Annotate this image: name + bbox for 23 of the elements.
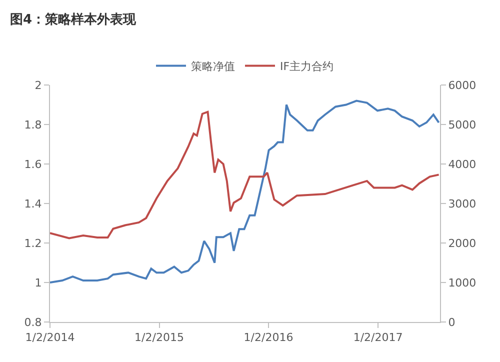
y2-tick-label: 3000 bbox=[448, 197, 476, 210]
y2-tick-label: 1000 bbox=[448, 276, 476, 290]
legend-label: 策略净值 bbox=[191, 60, 235, 74]
y2-tick-label: 6000 bbox=[448, 78, 476, 92]
y-tick-label: 1.8 bbox=[24, 118, 42, 132]
y2-tick-label: 2000 bbox=[448, 236, 476, 250]
x-tick-label: 1/2/2017 bbox=[353, 331, 403, 344]
y2-tick-label: 5000 bbox=[448, 118, 476, 132]
y-tick-label: 1 bbox=[34, 276, 42, 290]
y-tick-label: 1.2 bbox=[24, 236, 42, 250]
x-tick-label: 1/2/2014 bbox=[25, 331, 75, 344]
y-tick-label: 1.6 bbox=[24, 158, 42, 171]
x-tick-label: 1/2/2015 bbox=[134, 331, 184, 344]
y-tick-label: 1.4 bbox=[24, 197, 42, 210]
legend-label: IF主力合约 bbox=[280, 60, 334, 74]
line-series bbox=[50, 110, 440, 240]
y-tick-label: 0.8 bbox=[24, 316, 42, 329]
y2-tick-label: 0 bbox=[448, 316, 456, 329]
x-tick-label: 1/2/2016 bbox=[244, 331, 294, 344]
y2-tick-label: 4000 bbox=[448, 158, 476, 171]
chart-title: 图4：策略样本外表现 bbox=[10, 12, 138, 28]
y-tick-label: 2 bbox=[34, 78, 42, 92]
line-series bbox=[50, 100, 440, 284]
